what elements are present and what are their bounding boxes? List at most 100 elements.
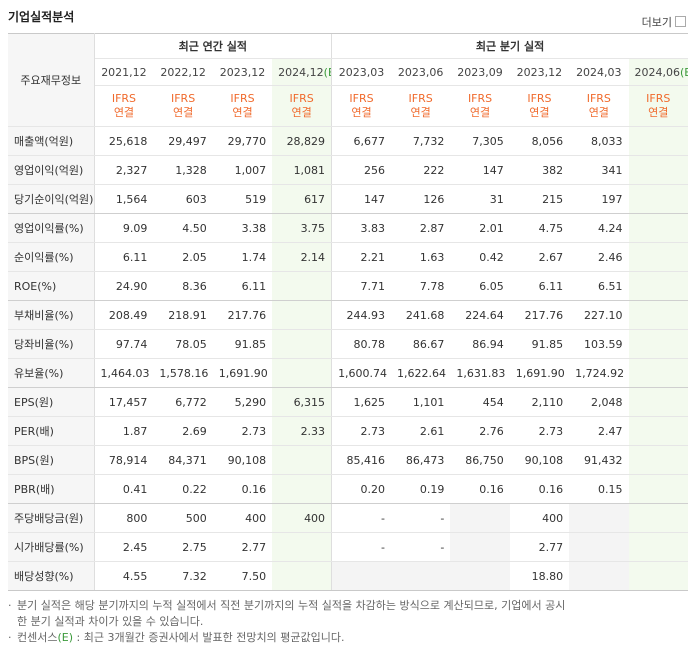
value-cell [272,445,332,475]
value-cell: 454 [450,387,510,417]
row-label: 매출액(억원) [8,126,95,156]
row-label: 영업이익(억원) [8,155,95,185]
value-cell: 341 [569,155,629,185]
period-header: 2024,06(E) [628,58,688,86]
standard: IFRS [170,92,196,105]
value-cell: 217.76 [212,300,273,330]
value-cell: 90,108 [509,445,570,475]
value-cell: 28,829 [272,126,332,156]
period-date: 2023,09 [457,65,503,79]
value-cell: 24.90 [94,271,154,301]
value-cell: 7.32 [153,561,213,591]
value-cell: 9.09 [94,213,154,243]
value-cell: 2.14 [272,242,332,272]
notes: 분기 실적은 해당 분기까지의 누적 실적에서 직전 분기까지의 누적 실적을 … [8,598,574,646]
value-cell: 1,600.74 [331,358,391,388]
value-cell: 1,564 [94,184,154,214]
value-cell: 2,048 [569,387,629,417]
period-header: 2021,12 [94,58,154,86]
value-cell [272,532,332,562]
value-cell [628,242,688,272]
value-cell: 4.24 [569,213,629,243]
value-cell: 3.38 [212,213,273,243]
value-cell: 382 [509,155,570,185]
value-cell: 90,108 [212,445,273,475]
value-cell [569,532,629,562]
value-cell [272,271,332,301]
section-title: 기업실적분석 [8,10,75,24]
row-label: BPS(원) [8,445,95,475]
basis: 연결 [588,106,609,119]
row-label: 배당성향(%) [8,561,95,591]
value-cell: 241.68 [390,300,451,330]
value-cell: 31 [450,184,510,214]
standard-header: IFRS 연결 [212,85,273,127]
value-cell [628,387,688,417]
row-label: 주당배당금(원) [8,503,95,533]
period-date: 2023,06 [397,65,444,79]
value-cell: 1,578.16 [153,358,213,388]
value-cell: 86.67 [390,329,451,359]
value-cell: 4.75 [509,213,570,243]
value-cell [628,445,688,475]
standard-header: IFRS 연결 [390,85,451,127]
basis: 연결 [291,106,312,119]
value-cell: 7.78 [390,271,451,301]
value-cell: 86.94 [450,329,510,359]
standard-header: IFRS 연결 [450,85,510,127]
value-cell [331,561,391,591]
value-cell: - [390,503,451,533]
value-cell: 6,772 [153,387,213,417]
period-header: 2024,12(E) [272,58,332,86]
value-cell [450,532,510,562]
value-cell: 0.42 [450,242,510,272]
value-cell: 8,033 [569,126,629,156]
standard: IFRS [349,92,374,105]
row-label: PBR(배) [8,474,95,504]
period-header: 2023,09 [450,58,510,86]
value-cell [628,271,688,301]
value-cell: 4.55 [94,561,154,591]
basis: 연결 [232,106,253,119]
period-header: 2023,06 [390,58,451,86]
value-cell: - [390,532,451,562]
value-cell: - [331,532,391,562]
value-cell: 6,315 [272,387,332,417]
value-cell: 1.63 [390,242,451,272]
value-cell: 2,110 [509,387,570,417]
basis: 연결 [113,106,135,119]
table-row: 주당배당금(원) 800 500 400 400- -400 [8,503,688,533]
value-cell [628,213,688,243]
table-row: PBR(배) 0.41 0.22 0.16 0.20 0.19 0.16 0.16 0.15 [8,474,688,504]
value-cell: 1,625 [331,387,391,417]
value-cell [272,358,332,388]
value-cell: 2.45 [94,532,154,562]
row-label: ROE(%) [8,271,95,301]
period-date: 2024,06 [634,65,681,79]
value-cell: 103.59 [569,329,629,359]
value-cell: 126 [390,184,451,214]
value-cell: 86,750 [450,445,510,475]
value-cell: 91.85 [509,329,570,359]
value-cell: 2.21 [331,242,391,272]
financial-table: 주요재무정보 최근 연간 실적 최근 분기 실적 2021,12 2022,12 2… [8,33,688,591]
period-date: 2023,03 [338,65,385,79]
group-header: 최근 분기 실적 [331,33,688,59]
value-cell: 1,724.92 [569,358,629,388]
more-link[interactable]: 더보기 [642,14,686,30]
standard-header: IFRS 연결 [509,85,570,127]
period-header: 2022,12 [153,58,213,86]
value-cell: 2.47 [569,416,629,446]
value-cell: 8.36 [153,271,213,301]
value-cell [390,561,451,591]
value-cell: 0.22 [153,474,213,504]
value-cell: 6.05 [450,271,510,301]
value-cell: 0.15 [569,474,629,504]
value-cell: 0.41 [94,474,154,504]
estimate-mark: (E) [57,631,74,644]
value-cell [569,503,629,533]
value-cell: 25,618 [94,126,154,156]
table-row: 시가배당률(%) 2.45 2.75 2.77- -2.77 [8,532,688,562]
period-header: 2023,03 [331,58,391,86]
period-date: 2023,12 [516,65,563,79]
